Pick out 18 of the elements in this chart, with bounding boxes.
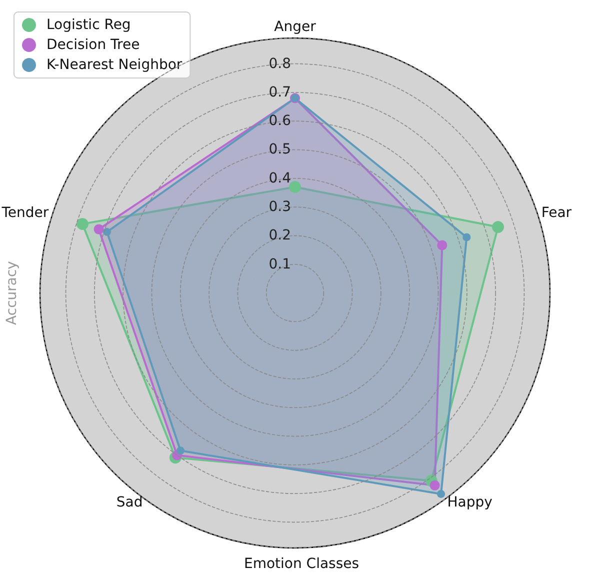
spoke-label: Anger bbox=[274, 19, 316, 35]
spoke-label: Sad bbox=[116, 494, 143, 511]
y-tick-label: 0.5 bbox=[268, 142, 291, 158]
spoke-label: Tender bbox=[0, 204, 49, 221]
legend-label: K-Nearest Neighbor bbox=[46, 57, 182, 73]
y-tick-label: 0.7 bbox=[268, 84, 291, 100]
legend-label: Logistic Reg bbox=[46, 17, 131, 33]
spoke-label: Happy bbox=[447, 494, 492, 511]
y-tick-label: 0.8 bbox=[268, 56, 291, 72]
text: Emotion Classes bbox=[244, 556, 360, 572]
y-tick-label: 0.6 bbox=[268, 113, 292, 130]
y-tick-label: 0.2 bbox=[268, 228, 291, 244]
spoke-label: Fear bbox=[541, 204, 572, 221]
y-tick-label: 0.4 bbox=[268, 170, 292, 186]
y-tick-label: 0.3 bbox=[268, 199, 291, 216]
text: Accuracy bbox=[4, 261, 20, 325]
legend-label: Decision Tree bbox=[46, 37, 140, 53]
y-tick-label: 0.1 bbox=[268, 256, 291, 272]
